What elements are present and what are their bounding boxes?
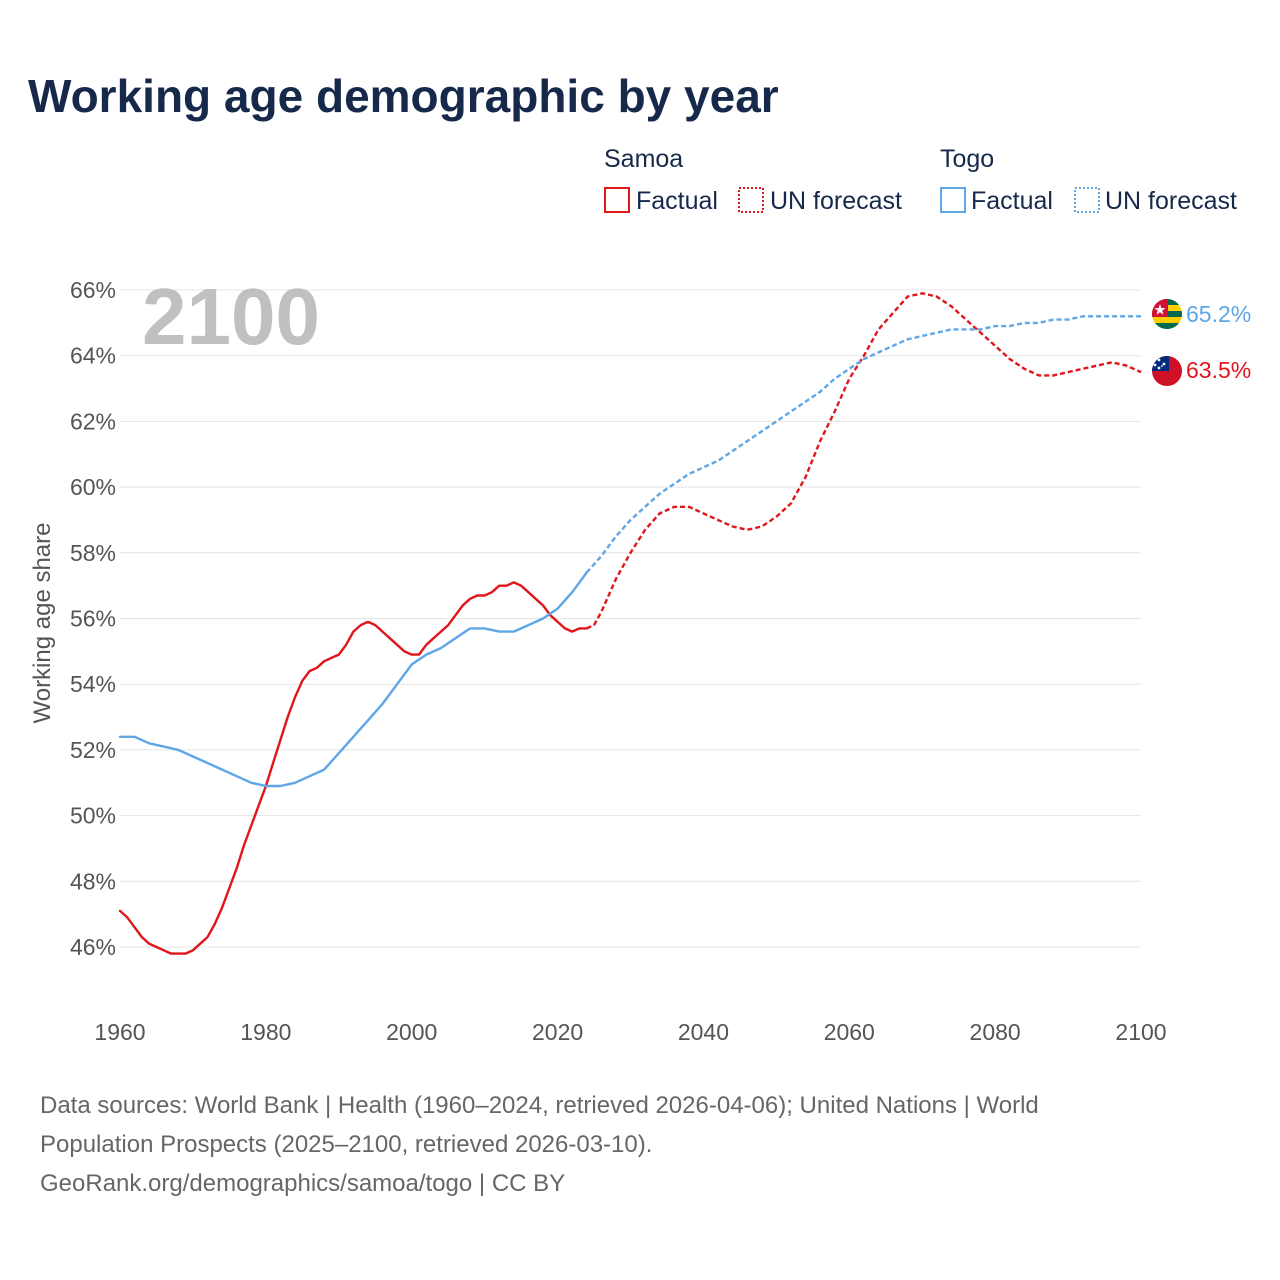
y-tick-label: 56% xyxy=(70,606,116,632)
x-tick-label: 2080 xyxy=(970,1019,1021,1045)
y-tick-label: 54% xyxy=(70,671,116,697)
x-tick-label: 2040 xyxy=(678,1019,729,1045)
series-line-togo-forecast xyxy=(585,315,1141,574)
flag-samoa xyxy=(1152,356,1182,386)
series-line-samoa-factual xyxy=(118,581,588,955)
legend-swatch-samoa-factual xyxy=(604,187,630,213)
legend-group-label-samoa: Samoa xyxy=(604,145,683,173)
legend-swatch-samoa-forecast xyxy=(738,187,764,213)
legend-label-togo-forecast: UN forecast xyxy=(1105,187,1237,215)
footer-credit: GeoRank.org/demographics/samoa/togo | CC… xyxy=(40,1170,566,1197)
chart-title: Working age demographic by year xyxy=(28,70,779,122)
x-tick-label: 2000 xyxy=(386,1019,437,1045)
series-lines xyxy=(118,292,1142,955)
y-tick-label: 48% xyxy=(70,868,116,894)
y-tick-label: 50% xyxy=(70,803,116,829)
legend-label-samoa-factual: Factual xyxy=(636,187,718,215)
end-label-togo: 65.2% xyxy=(1186,301,1251,327)
legend-group-togo: Togo Factual UN forecast xyxy=(940,145,1237,215)
chart: Working age demographic by year Samoa Fa… xyxy=(28,70,1251,1045)
y-axis: 46% 48% 50% 52% 54% 56% 58% 60% 62% 64% 66% xyxy=(70,277,116,960)
flag-togo xyxy=(1152,299,1182,329)
legend: Samoa Factual UN forecast Togo Factual U… xyxy=(604,145,1237,215)
legend-group-samoa: Samoa Factual UN forecast xyxy=(604,145,902,215)
x-tick-label: 1960 xyxy=(94,1019,145,1045)
year-watermark: 2100 xyxy=(142,272,320,361)
legend-swatch-togo-factual xyxy=(940,187,966,213)
y-tick-label: 60% xyxy=(70,474,116,500)
legend-group-label-togo: Togo xyxy=(940,145,994,173)
y-axis-label: Working age share xyxy=(29,523,56,724)
footer: Data sources: World Bank | Health (1960–… xyxy=(40,1086,1240,1203)
series-line-samoa-forecast xyxy=(586,292,1142,630)
x-tick-label: 2020 xyxy=(532,1019,583,1045)
footer-sources-line-2: Population Prospects (2025–2100, retriev… xyxy=(40,1131,653,1158)
x-tick-label: 1980 xyxy=(240,1019,291,1045)
y-tick-label: 46% xyxy=(70,934,116,960)
x-tick-label: 2100 xyxy=(1115,1019,1166,1045)
y-tick-label: 52% xyxy=(70,737,116,763)
series-line-togo-factual xyxy=(118,571,588,788)
footer-sources-line-1: Data sources: World Bank | Health (1960–… xyxy=(40,1092,1039,1119)
x-axis: 1960 1980 2000 2020 2040 2060 2080 2100 xyxy=(94,1019,1166,1045)
y-tick-label: 58% xyxy=(70,540,116,566)
legend-label-togo-factual: Factual xyxy=(971,187,1053,215)
gridlines xyxy=(120,289,1141,948)
x-tick-label: 2060 xyxy=(824,1019,875,1045)
y-tick-label: 66% xyxy=(70,277,116,303)
y-tick-label: 62% xyxy=(70,408,116,434)
end-label-samoa: 63.5% xyxy=(1186,357,1251,383)
legend-label-samoa-forecast: UN forecast xyxy=(770,187,902,215)
y-tick-label: 64% xyxy=(70,343,116,369)
legend-swatch-togo-forecast xyxy=(1074,187,1100,213)
